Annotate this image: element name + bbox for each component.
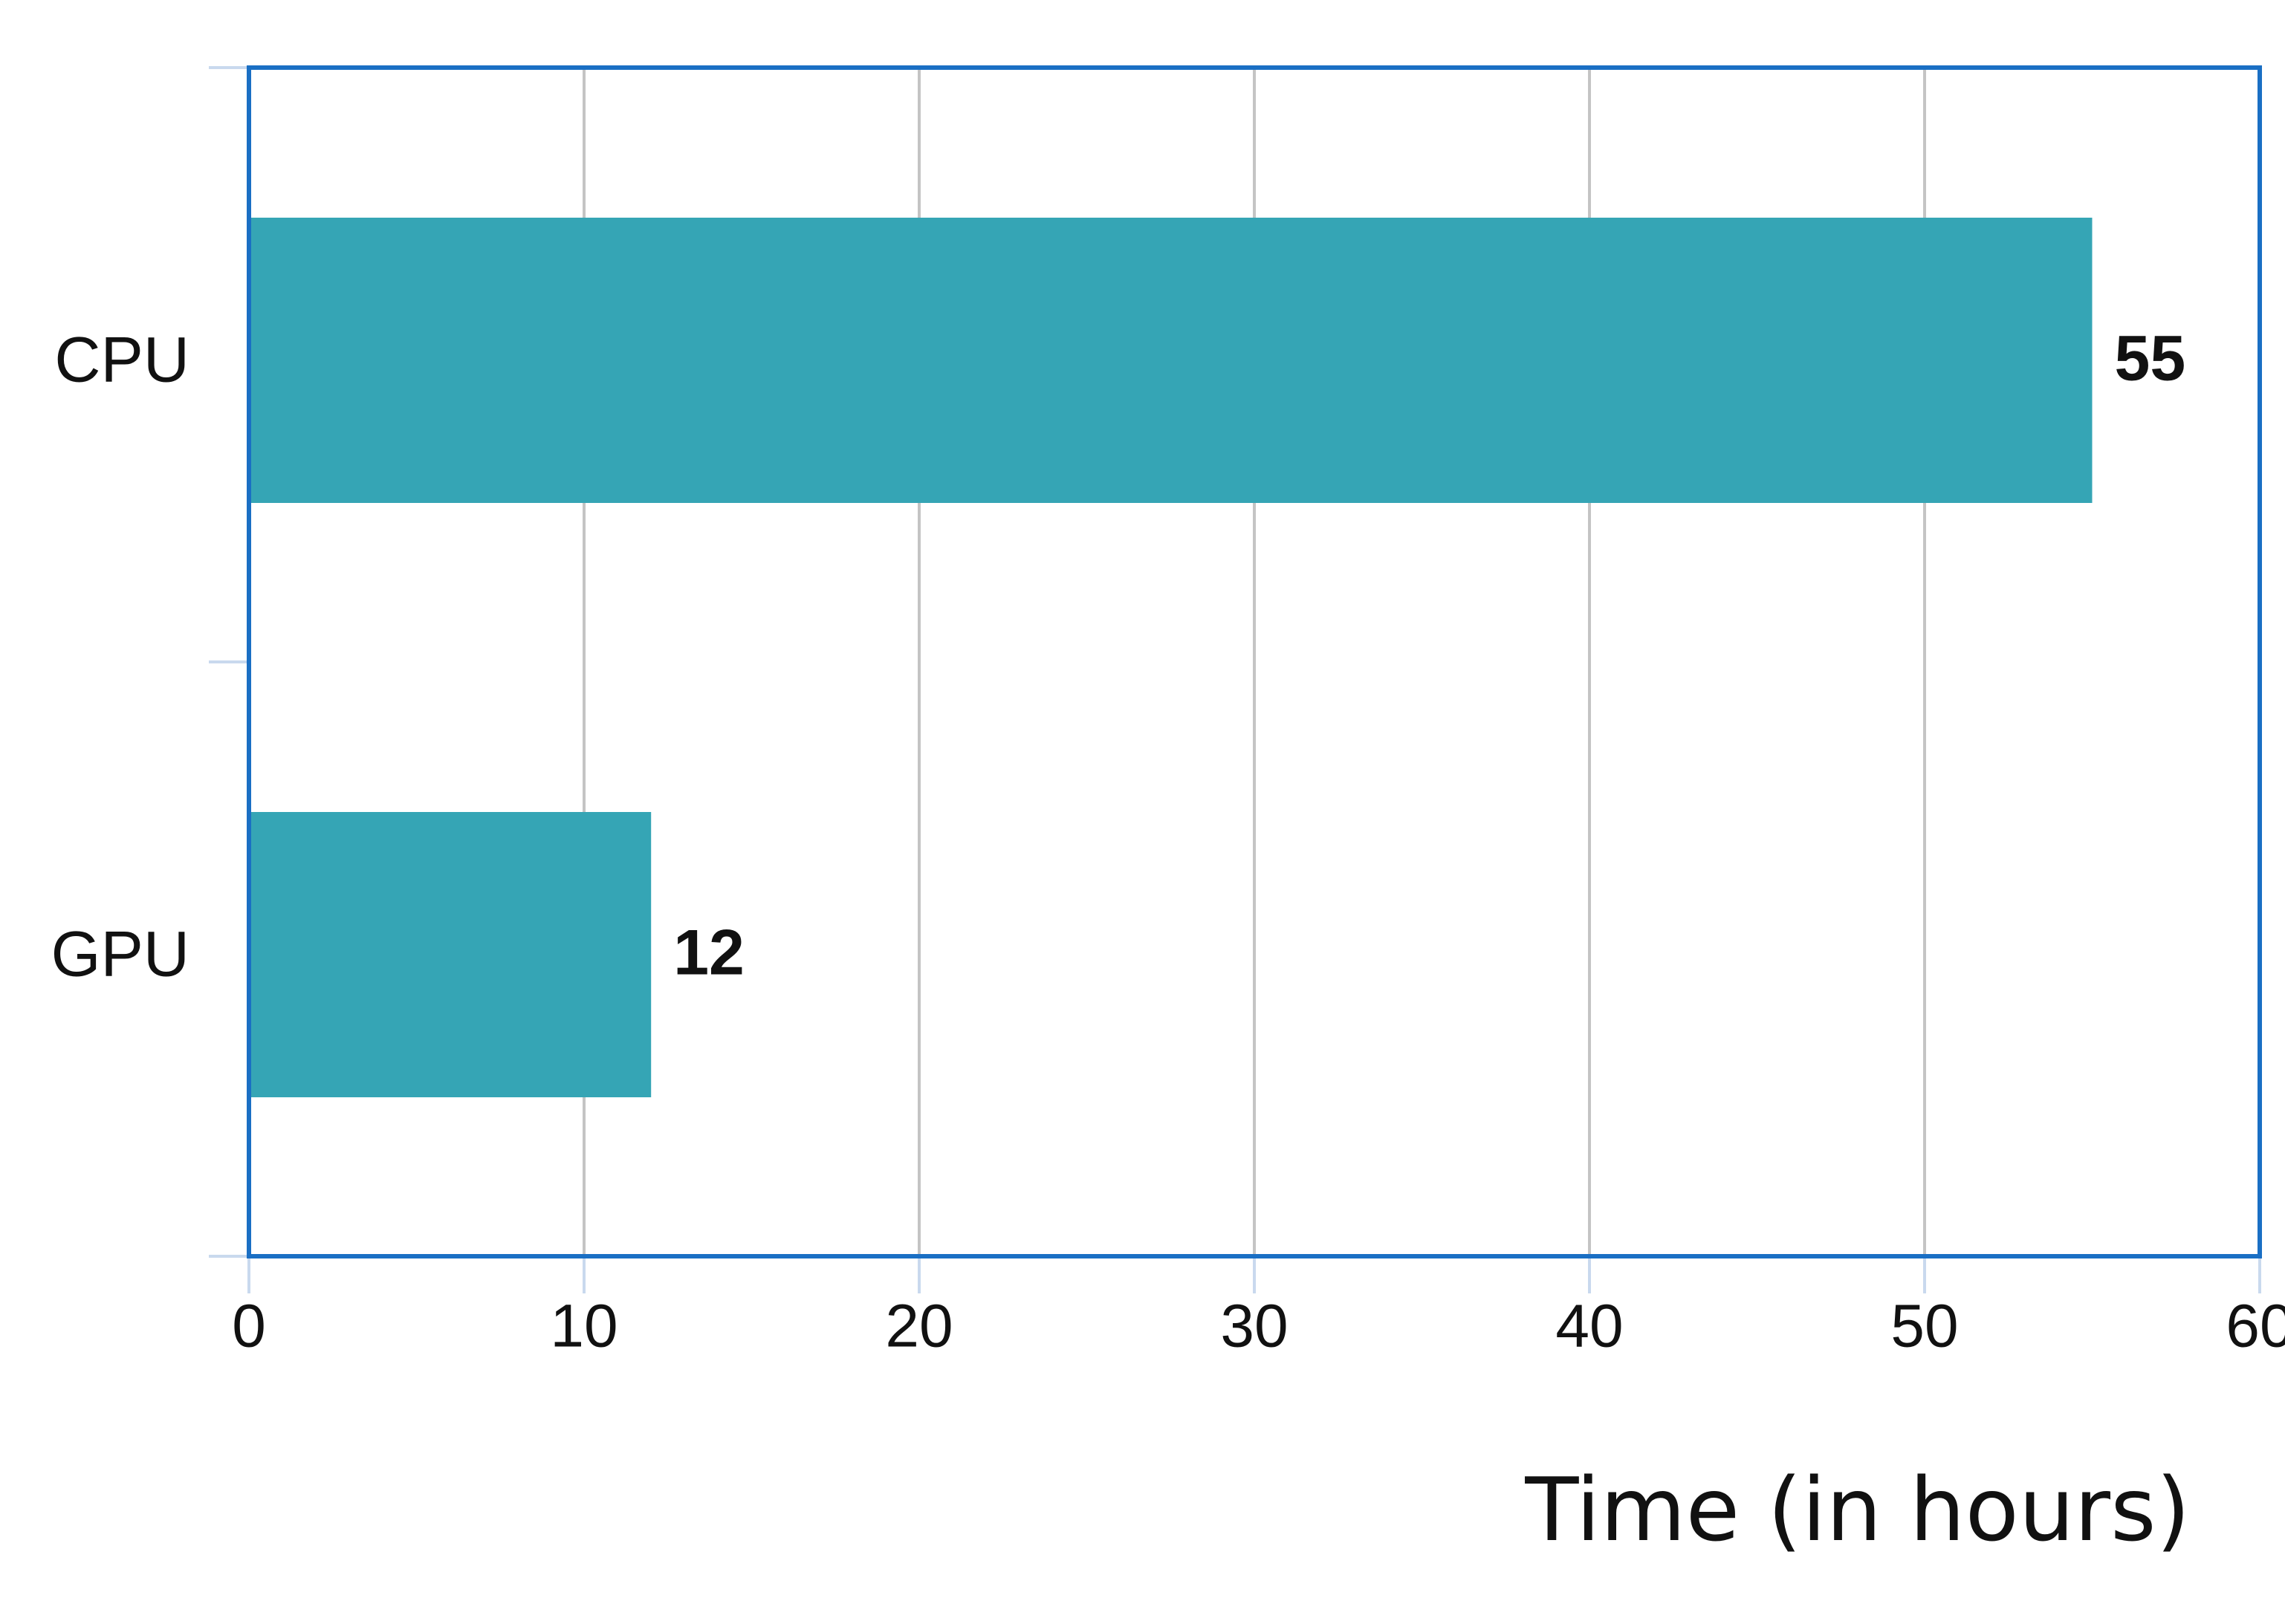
x-tick-label: 50	[1890, 1293, 1958, 1360]
x-tick-label: 0	[232, 1293, 266, 1360]
x-tick-label: 30	[1220, 1293, 1288, 1360]
x-tick-label: 60	[2226, 1293, 2285, 1360]
x-tick-label: 40	[1555, 1293, 1623, 1360]
bar	[249, 812, 652, 1097]
x-axis-title: Time (in hours)	[1524, 1458, 2190, 1561]
x-tick-label: 10	[550, 1293, 618, 1360]
x-tick-label: 20	[885, 1293, 953, 1360]
y-tick-label: CPU	[54, 325, 189, 396]
value-label: 12	[673, 917, 745, 989]
plot-frame	[247, 65, 2262, 1258]
y-tick-label: GPU	[51, 919, 189, 990]
value-label: 55	[2115, 323, 2186, 394]
bar	[249, 218, 2093, 503]
